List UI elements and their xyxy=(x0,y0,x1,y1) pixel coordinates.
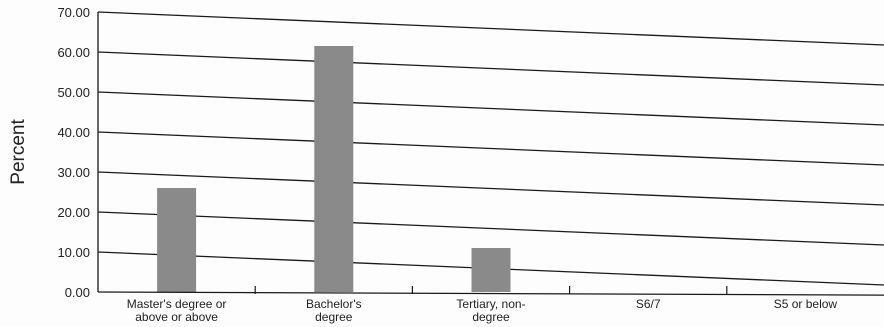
y-tick-label: 60.00 xyxy=(57,45,90,60)
y-tick-label: 70.00 xyxy=(57,5,90,20)
gridline xyxy=(97,11,884,46)
bar xyxy=(471,248,511,292)
bar xyxy=(157,188,197,292)
y-tick-label: 40.00 xyxy=(57,125,90,140)
y-tick-label: 0.00 xyxy=(65,285,90,300)
y-axis-title: Percent xyxy=(8,119,29,185)
gridline xyxy=(97,91,884,126)
bar xyxy=(314,46,354,292)
y-tick-label: 20.00 xyxy=(57,205,90,220)
gridline xyxy=(97,51,884,86)
gridlines xyxy=(97,11,884,286)
x-category-labels: Master's degree or above or above Bachelor… xyxy=(127,297,838,324)
x-category-label: Tertiary, non-degree xyxy=(456,297,525,324)
x-category-label: Bachelor's degree xyxy=(306,297,362,324)
y-tick-labels: 0.00 10.00 20.00 30.00 40.00 50.00 60.00 70.00 xyxy=(57,5,90,300)
axes xyxy=(97,12,884,296)
gridline xyxy=(97,131,884,166)
gridline xyxy=(97,211,884,246)
bars xyxy=(157,46,511,292)
y-tick-label: 50.00 xyxy=(57,85,90,100)
x-category-label: S5 or below xyxy=(774,297,838,311)
x-category-label: S6/7 xyxy=(636,297,661,311)
x-category-label: Master's degree or above or above xyxy=(127,297,227,324)
gridline xyxy=(97,171,884,206)
y-tick-label: 10.00 xyxy=(57,245,90,260)
x-axis-line xyxy=(97,291,884,296)
y-tick-label: 30.00 xyxy=(57,165,90,180)
